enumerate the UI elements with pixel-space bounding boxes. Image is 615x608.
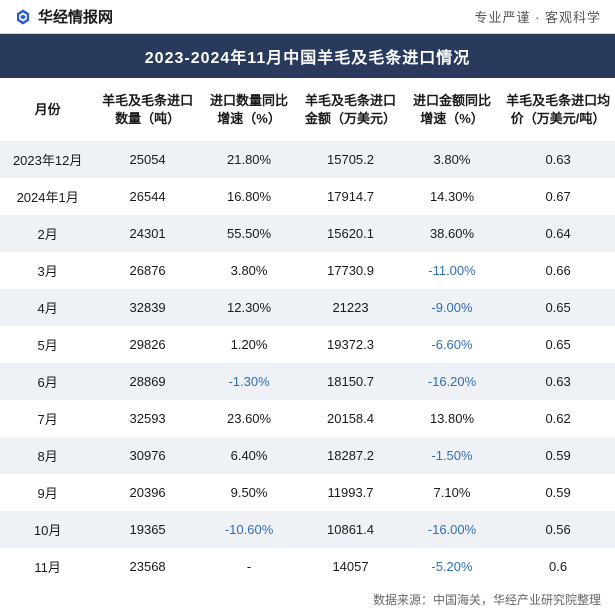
cell-amtg: -9.00% (403, 289, 501, 326)
cell-price: 0.59 (501, 437, 615, 474)
data-table-container: 月份 羊毛及毛条进口数量（吨） 进口数量同比增速（%） 羊毛及毛条进口金额（万美… (0, 78, 615, 585)
cell-price: 0.56 (501, 511, 615, 548)
cell-month: 2月 (0, 215, 95, 252)
cell-price: 0.62 (501, 400, 615, 437)
brand: 华经情报网 (14, 6, 113, 27)
cell-price: 0.65 (501, 326, 615, 363)
table-row: 2023年12月2505421.80%15705.23.80%0.63 (0, 141, 615, 178)
cell-amt: 20158.4 (298, 400, 403, 437)
cell-amtg: -16.20% (403, 363, 501, 400)
cell-qtyg: 9.50% (200, 474, 298, 511)
cell-amtg: 13.80% (403, 400, 501, 437)
cell-qty: 28869 (95, 363, 200, 400)
table-body: 2023年12月2505421.80%15705.23.80%0.632024年… (0, 141, 615, 585)
col-header-month: 月份 (0, 78, 95, 141)
table-row: 7月3259323.60%20158.413.80%0.62 (0, 400, 615, 437)
cell-month: 7月 (0, 400, 95, 437)
cell-amt: 11993.7 (298, 474, 403, 511)
cell-amtg: -6.60% (403, 326, 501, 363)
cell-month: 2023年12月 (0, 141, 95, 178)
cell-amt: 17730.9 (298, 252, 403, 289)
table-row: 9月203969.50%11993.77.10%0.59 (0, 474, 615, 511)
cell-price: 0.65 (501, 289, 615, 326)
cell-month: 6月 (0, 363, 95, 400)
cell-qty: 30976 (95, 437, 200, 474)
cell-amtg: -1.50% (403, 437, 501, 474)
cell-month: 10月 (0, 511, 95, 548)
page-title: 2023-2024年11月中国羊毛及毛条进口情况 (0, 34, 615, 78)
data-source-note: 数据来源：中国海关，华经产业研究院整理 (0, 585, 615, 608)
col-header-qtyg: 进口数量同比增速（%） (200, 78, 298, 141)
cell-amtg: 38.60% (403, 215, 501, 252)
cell-qty: 26544 (95, 178, 200, 215)
cell-amtg: 3.80% (403, 141, 501, 178)
cell-qty: 19365 (95, 511, 200, 548)
cell-qty: 29826 (95, 326, 200, 363)
cell-amtg: -16.00% (403, 511, 501, 548)
cell-month: 5月 (0, 326, 95, 363)
cell-qtyg: 21.80% (200, 141, 298, 178)
cell-qtyg: -10.60% (200, 511, 298, 548)
cell-qtyg: -1.30% (200, 363, 298, 400)
cell-qtyg: 55.50% (200, 215, 298, 252)
cell-month: 2024年1月 (0, 178, 95, 215)
col-header-amt: 羊毛及毛条进口金额（万美元） (298, 78, 403, 141)
cell-qty: 24301 (95, 215, 200, 252)
cell-amt: 15705.2 (298, 141, 403, 178)
cell-price: 0.64 (501, 215, 615, 252)
cell-amt: 10861.4 (298, 511, 403, 548)
col-header-price: 羊毛及毛条进口均价（万美元/吨） (501, 78, 615, 141)
table-row: 8月309766.40%18287.2-1.50%0.59 (0, 437, 615, 474)
cell-qty: 25054 (95, 141, 200, 178)
table-row: 2月2430155.50%15620.138.60%0.64 (0, 215, 615, 252)
cell-qty: 20396 (95, 474, 200, 511)
header-bar: 华经情报网 专业严谨 · 客观科学 (0, 0, 615, 34)
cell-qty: 32839 (95, 289, 200, 326)
cell-amt: 21223 (298, 289, 403, 326)
cell-month: 8月 (0, 437, 95, 474)
cell-amt: 15620.1 (298, 215, 403, 252)
cell-amt: 19372.3 (298, 326, 403, 363)
cell-price: 0.63 (501, 141, 615, 178)
cell-price: 0.59 (501, 474, 615, 511)
col-header-amtg: 进口金额同比增速（%） (403, 78, 501, 141)
data-table: 月份 羊毛及毛条进口数量（吨） 进口数量同比增速（%） 羊毛及毛条进口金额（万美… (0, 78, 615, 585)
brand-logo-icon (14, 8, 32, 26)
cell-amt: 18150.7 (298, 363, 403, 400)
cell-amtg: 7.10% (403, 474, 501, 511)
table-row: 4月3283912.30%21223-9.00%0.65 (0, 289, 615, 326)
table-row: 5月298261.20%19372.3-6.60%0.65 (0, 326, 615, 363)
cell-month: 4月 (0, 289, 95, 326)
cell-amt: 17914.7 (298, 178, 403, 215)
cell-amtg: -11.00% (403, 252, 501, 289)
table-row: 2024年1月2654416.80%17914.714.30%0.67 (0, 178, 615, 215)
cell-qtyg: 6.40% (200, 437, 298, 474)
cell-qtyg: 3.80% (200, 252, 298, 289)
cell-amtg: 14.30% (403, 178, 501, 215)
cell-price: 0.66 (501, 252, 615, 289)
cell-month: 9月 (0, 474, 95, 511)
table-row: 3月268763.80%17730.9-11.00%0.66 (0, 252, 615, 289)
cell-price: 0.63 (501, 363, 615, 400)
table-header: 月份 羊毛及毛条进口数量（吨） 进口数量同比增速（%） 羊毛及毛条进口金额（万美… (0, 78, 615, 141)
brand-name: 华经情报网 (38, 6, 113, 27)
cell-qty: 26876 (95, 252, 200, 289)
table-row: 6月28869-1.30%18150.7-16.20%0.63 (0, 363, 615, 400)
cell-qtyg: 23.60% (200, 400, 298, 437)
cell-qtyg: 16.80% (200, 178, 298, 215)
col-header-qty: 羊毛及毛条进口数量（吨） (95, 78, 200, 141)
cell-month: 3月 (0, 252, 95, 289)
table-row: 10月19365-10.60%10861.4-16.00%0.56 (0, 511, 615, 548)
cell-amt: 18287.2 (298, 437, 403, 474)
cell-qtyg: 12.30% (200, 289, 298, 326)
cell-price: 0.67 (501, 178, 615, 215)
brand-tagline: 专业严谨 · 客观科学 (474, 7, 601, 26)
cell-qty: 32593 (95, 400, 200, 437)
cell-qtyg: 1.20% (200, 326, 298, 363)
